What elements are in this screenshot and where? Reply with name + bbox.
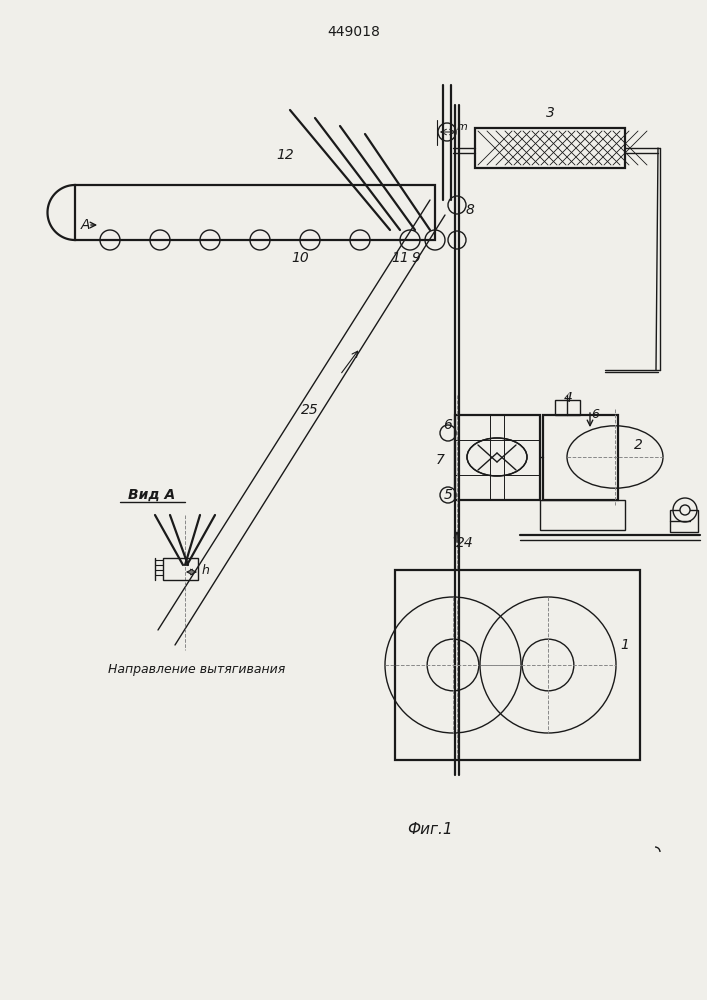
Text: 11: 11 [391,251,409,265]
Text: 9: 9 [411,251,421,265]
Text: 24: 24 [456,536,474,550]
Text: 4: 4 [563,391,573,405]
Circle shape [680,505,690,515]
Bar [395,570,640,760]
Text: 6: 6 [591,408,599,422]
Text: 6: 6 [443,418,452,432]
Text: 449018: 449018 [327,25,380,39]
Bar [455,415,540,500]
Text: 2: 2 [633,438,643,452]
Text: А: А [81,218,90,232]
Bar [475,128,625,168]
Text: 8: 8 [466,203,474,217]
Text: Направление вытягивания: Направление вытягивания [108,664,285,676]
Text: 5: 5 [443,488,452,502]
Bar [540,500,625,530]
Text: 25: 25 [301,403,319,417]
Bar [163,558,198,580]
Text: Вид А: Вид А [129,488,175,502]
Text: 7: 7 [436,453,445,467]
Bar [670,510,698,532]
Bar [543,415,618,500]
Text: m: m [457,122,467,132]
Bar [555,400,580,415]
Bar [75,185,435,240]
Text: 3: 3 [546,106,554,120]
Text: Фиг.1: Фиг.1 [407,822,452,838]
Text: 10: 10 [291,251,309,265]
Text: 12: 12 [276,148,294,162]
Text: 1: 1 [621,638,629,652]
Text: h: h [201,564,209,576]
